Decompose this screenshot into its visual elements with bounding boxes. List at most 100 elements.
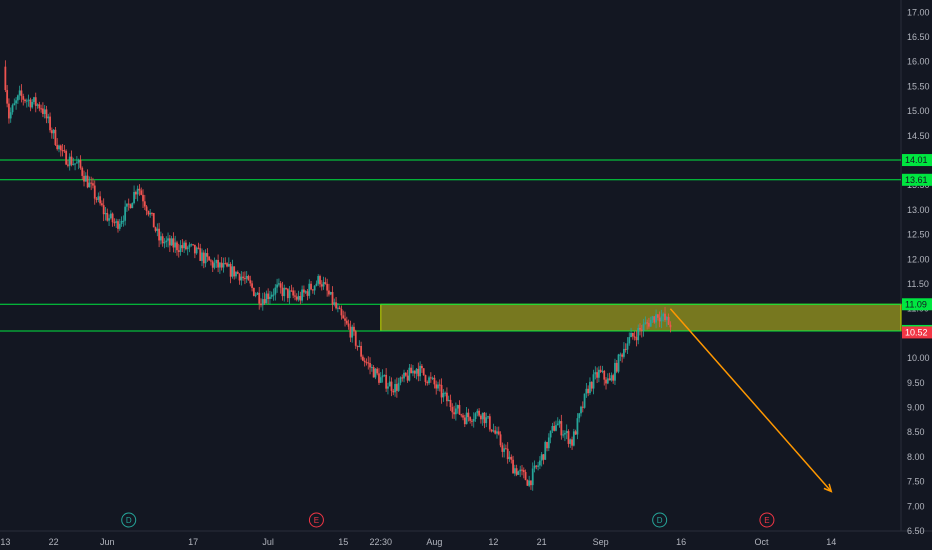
candle-body xyxy=(133,192,135,203)
candle-body xyxy=(247,275,250,281)
candle-body xyxy=(474,413,477,419)
candle-body xyxy=(603,370,606,380)
event-marker-label: E xyxy=(314,516,319,525)
candle-body xyxy=(54,129,57,145)
candle-body xyxy=(254,294,257,296)
candle-body xyxy=(503,448,506,452)
candle-body xyxy=(134,192,137,195)
candle-body xyxy=(115,221,118,223)
candle-body xyxy=(67,164,69,166)
candle-body xyxy=(510,456,513,460)
candle-body xyxy=(315,283,318,286)
candle-body xyxy=(279,283,282,288)
candle-body xyxy=(120,220,123,224)
candle-body xyxy=(362,356,364,361)
candle-body xyxy=(294,295,296,297)
candle-body xyxy=(95,198,98,200)
candle-body xyxy=(388,381,391,387)
candle-body xyxy=(181,245,184,249)
candle-body xyxy=(658,317,661,322)
event-marker[interactable] xyxy=(121,512,137,528)
event-marker[interactable] xyxy=(759,512,775,528)
event-marker-label: D xyxy=(126,516,132,525)
candle-body xyxy=(244,278,246,280)
candle-body xyxy=(345,320,348,324)
candle-body xyxy=(36,104,39,106)
candle-body xyxy=(667,316,670,325)
candle-body xyxy=(517,471,520,475)
candle-body xyxy=(404,372,407,376)
candle-body xyxy=(274,287,277,295)
candle-body xyxy=(218,262,221,268)
candle-body xyxy=(52,129,55,134)
candle-body xyxy=(308,283,311,296)
candle-body xyxy=(206,253,209,257)
projection-arrow-head xyxy=(823,483,833,493)
candle-body xyxy=(538,460,541,466)
candle-body xyxy=(453,412,455,415)
candle-body xyxy=(88,182,91,188)
x-tick-label: 17 xyxy=(188,537,198,547)
candle-body xyxy=(251,283,253,288)
candle-body xyxy=(342,315,345,319)
candle-body xyxy=(226,263,228,267)
candle-body xyxy=(615,362,618,372)
candle-body xyxy=(619,354,622,356)
candle-body xyxy=(336,307,339,309)
candle-body xyxy=(16,95,19,101)
candle-body xyxy=(297,296,300,300)
x-tick-label: 14 xyxy=(826,537,836,547)
candle-body xyxy=(630,332,632,338)
candle-body xyxy=(513,468,516,474)
y-tick-label: 8.50 xyxy=(907,427,925,437)
candle-body xyxy=(245,275,248,279)
candle-body xyxy=(102,205,105,215)
candle-body xyxy=(515,468,518,475)
candle-body xyxy=(531,468,534,486)
candle-body xyxy=(299,296,302,301)
candle-body xyxy=(145,206,148,212)
candle-body xyxy=(505,448,507,450)
candle-body xyxy=(172,238,175,248)
candle-body xyxy=(479,415,482,420)
candle-body xyxy=(369,363,371,368)
candle-body xyxy=(77,159,80,163)
candle-body xyxy=(370,367,373,369)
time-axis[interactable]: 13 22 Jun 17 Jul 15 22:30 Aug 12 21 Sep 16 Oct 14 xyxy=(0,537,836,547)
candle-body xyxy=(578,413,581,419)
candle-body xyxy=(608,378,611,381)
event-marker[interactable] xyxy=(308,512,324,528)
event-marker[interactable] xyxy=(652,512,668,528)
candle-body xyxy=(213,263,216,268)
candle-body xyxy=(590,381,593,389)
candle-body xyxy=(56,144,59,150)
candle-body xyxy=(558,421,561,424)
x-tick-label: 22:30 xyxy=(370,537,393,547)
candle-body xyxy=(201,252,203,261)
candle-body xyxy=(220,262,223,268)
candle-body xyxy=(556,423,559,426)
candle-body xyxy=(222,263,225,268)
candle-body xyxy=(290,290,293,292)
candle-body xyxy=(569,439,572,444)
candle-body xyxy=(83,175,85,182)
candle-body xyxy=(34,97,37,106)
candle-body xyxy=(227,263,230,267)
candle-body xyxy=(24,99,26,102)
candle-body xyxy=(335,302,337,309)
candle-body xyxy=(483,412,486,424)
candle-body xyxy=(29,99,32,108)
candle-body xyxy=(360,345,363,357)
candle-body xyxy=(553,425,556,431)
candle-body xyxy=(522,470,525,473)
candle-body xyxy=(488,416,491,430)
last-price-tag xyxy=(902,326,932,339)
x-tick-label: Aug xyxy=(426,537,442,547)
candle-body xyxy=(581,406,584,408)
candle-body xyxy=(656,314,659,318)
candle-body xyxy=(415,368,418,374)
candle-body xyxy=(174,242,177,248)
candle-body xyxy=(469,417,472,421)
